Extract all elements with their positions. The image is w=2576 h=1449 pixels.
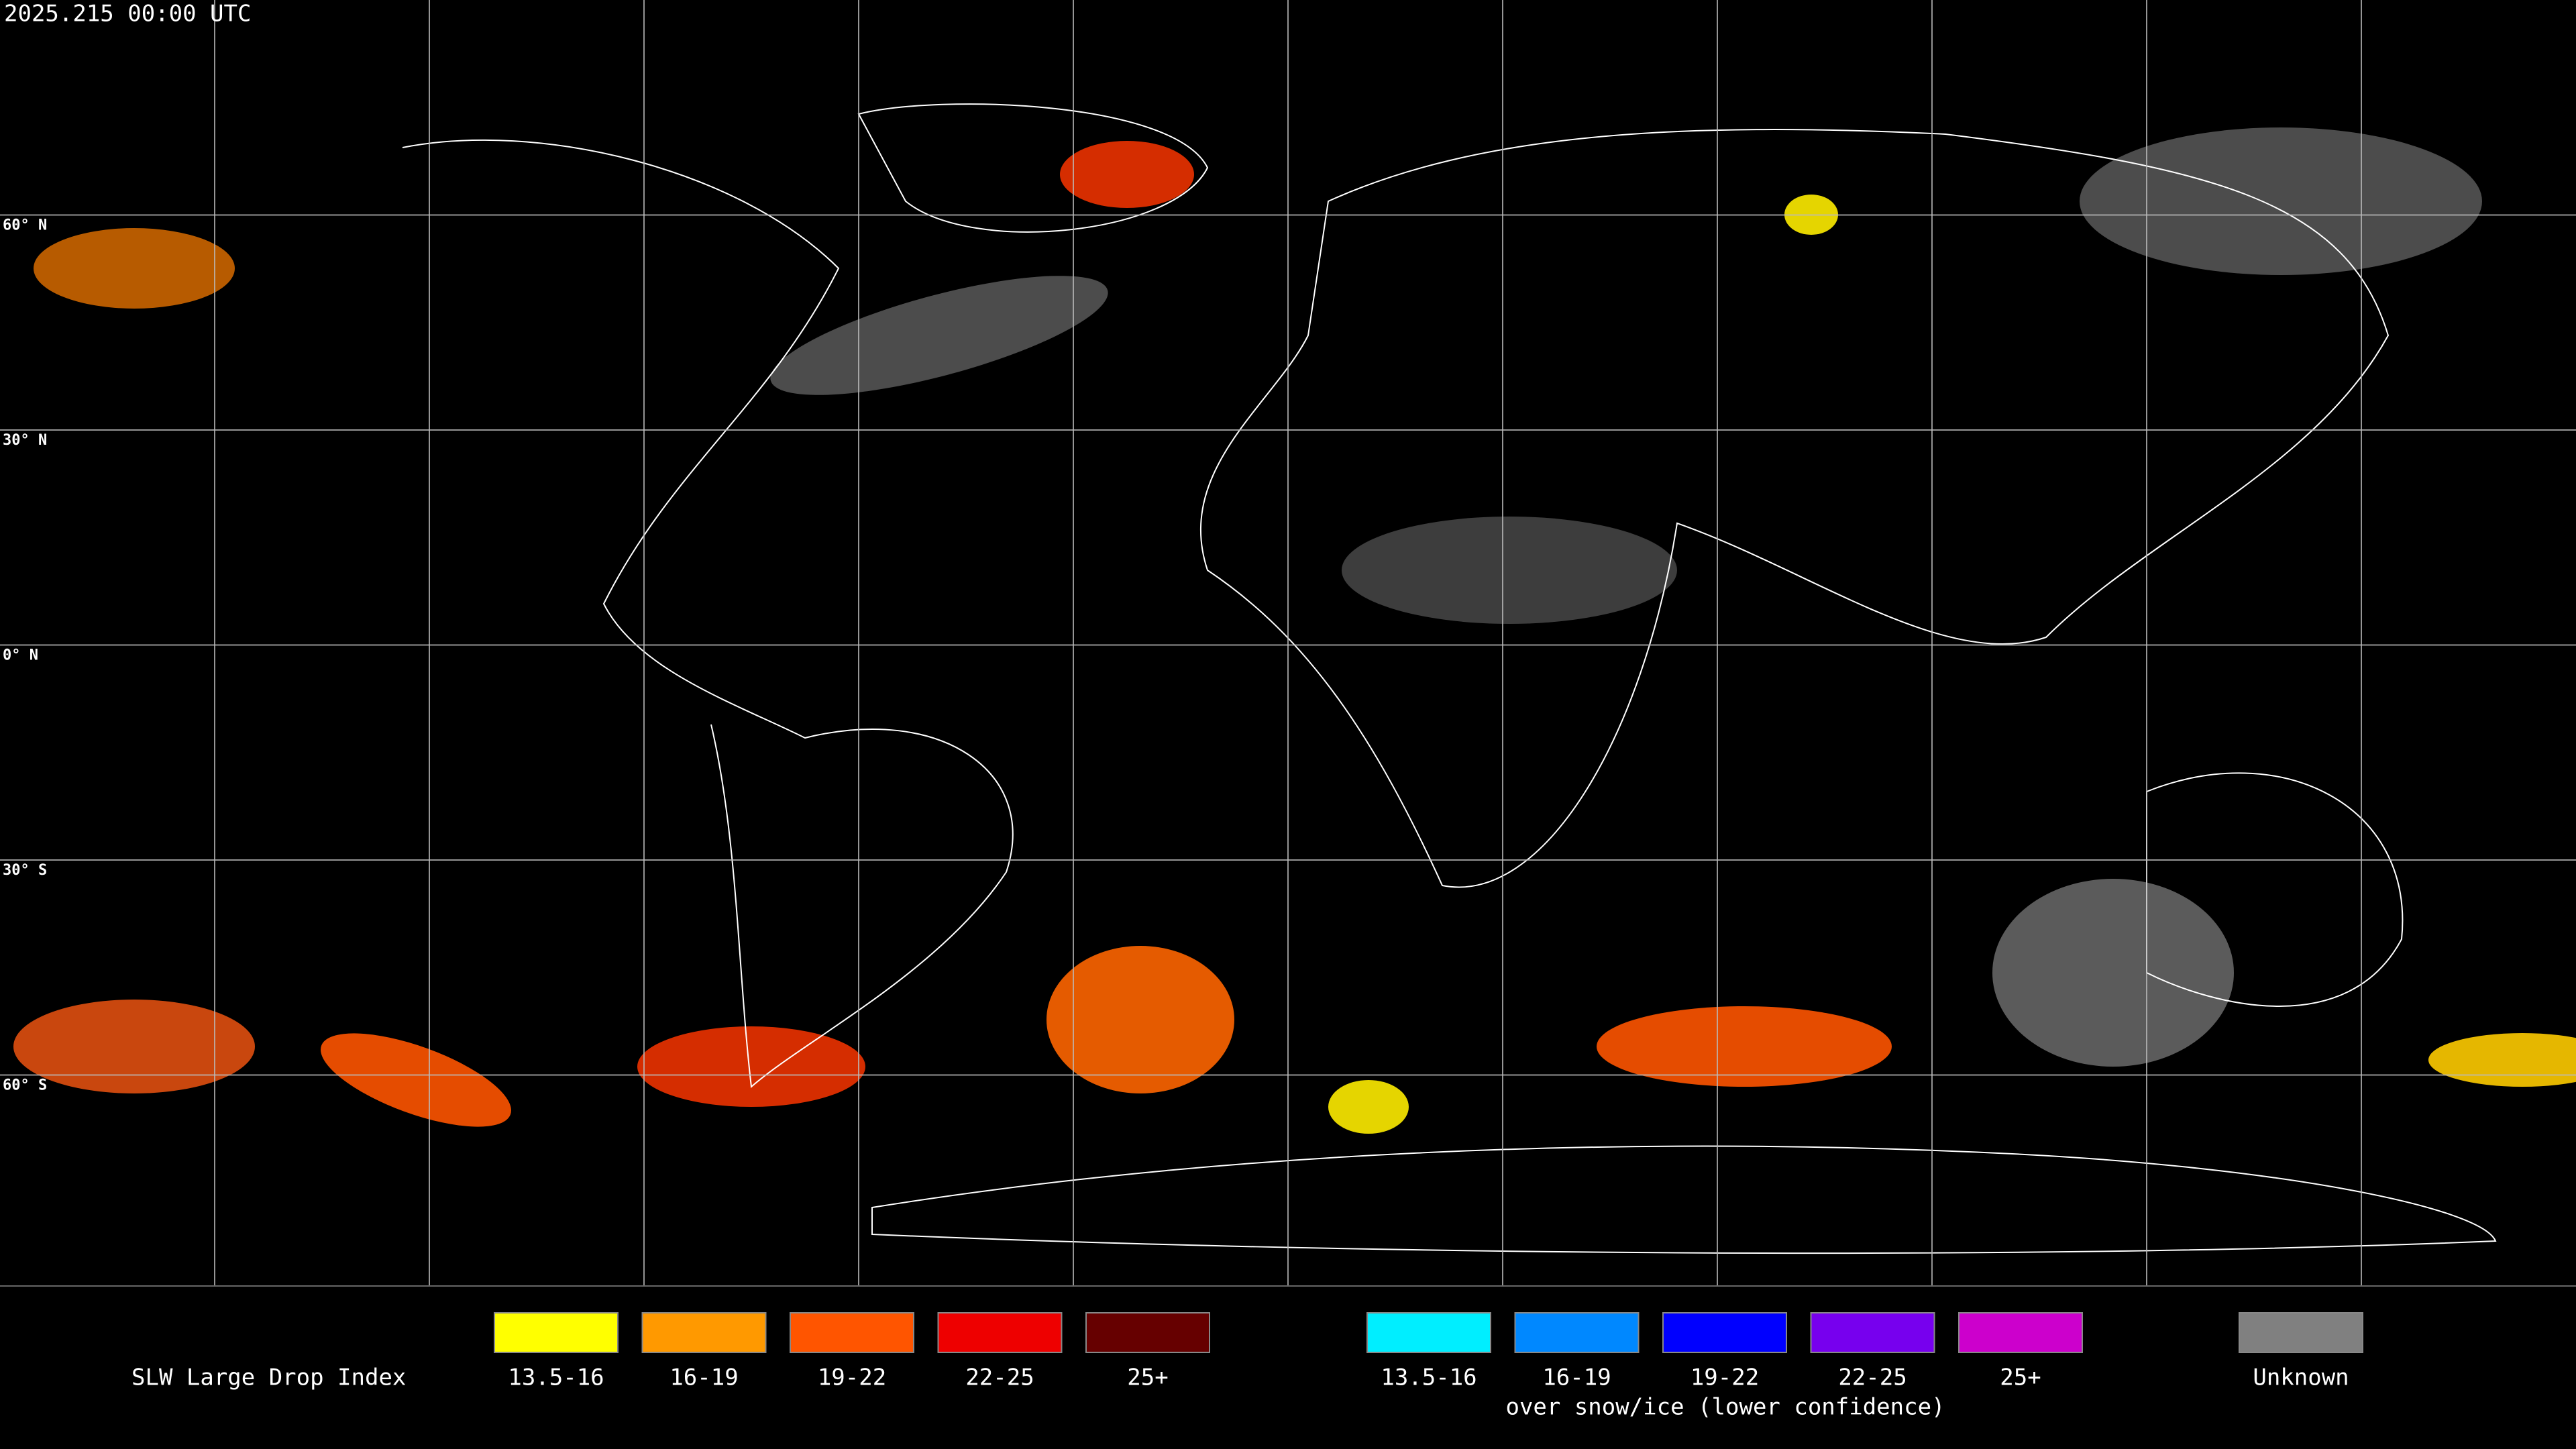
timestamp: 2025.215 00:00 UTC xyxy=(4,1,251,28)
legend-swatch xyxy=(2239,1312,2363,1353)
latitude-label: 0° N xyxy=(3,647,38,664)
legend-swatch xyxy=(1366,1312,1491,1353)
latitude-label: 60° S xyxy=(3,1077,47,1094)
legend-swatch xyxy=(1085,1312,1210,1353)
legend-swatch xyxy=(1662,1312,1787,1353)
legend-swatch xyxy=(1958,1312,2083,1353)
legend-label: 25+ xyxy=(2000,1364,2041,1391)
legend-label: 19-22 xyxy=(818,1364,886,1391)
legend-label: Unknown xyxy=(2253,1364,2349,1391)
latitude-label: 30° S xyxy=(3,862,47,879)
legend-label: 16-19 xyxy=(1542,1364,1611,1391)
legend-label: 13.5-16 xyxy=(1381,1364,1477,1391)
graticule xyxy=(0,0,2576,1286)
legend-swatch xyxy=(1514,1312,1640,1353)
legend-label: 19-22 xyxy=(1690,1364,1759,1391)
latitude-label: 30° N xyxy=(3,432,47,449)
legend-swatch xyxy=(494,1312,619,1353)
legend-swatch xyxy=(937,1312,1063,1353)
legend-swatch xyxy=(641,1312,767,1353)
legend-label: 13.5-16 xyxy=(508,1364,604,1391)
snow-caption: over snow/ice (lower confidence) xyxy=(1505,1394,1945,1421)
legend-swatch xyxy=(1810,1312,1935,1353)
legend-label: 16-19 xyxy=(669,1364,738,1391)
legend-label: 25+ xyxy=(1127,1364,1168,1391)
latitude-label: 60° N xyxy=(3,217,47,234)
legend-label: 22-25 xyxy=(1838,1364,1907,1391)
coastlines xyxy=(402,103,2497,1254)
legend-label: 22-25 xyxy=(965,1364,1034,1391)
legend-title: SLW Large Drop Index xyxy=(131,1364,406,1391)
legend-swatch xyxy=(790,1312,914,1353)
cloud-field xyxy=(13,127,2576,1134)
